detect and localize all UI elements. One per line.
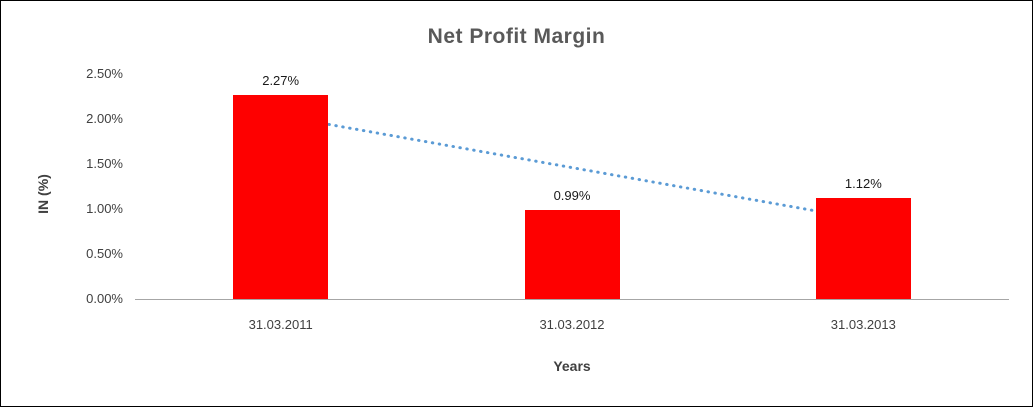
- y-tick-label: 1.50%: [86, 156, 123, 171]
- x-tick-label: 31.03.2011: [248, 317, 313, 332]
- bar-31.03.2013: [815, 198, 911, 299]
- chart-title: Net Profit Margin: [427, 25, 606, 48]
- y-tick-label: 0.00%: [86, 291, 123, 306]
- bar-31.03.2011: [233, 94, 329, 299]
- y-tick-label: 0.50%: [86, 246, 123, 261]
- y-tick-label: 1.00%: [86, 201, 123, 216]
- y-tick-label: 2.50%: [86, 66, 123, 81]
- bar-data-label: 2.27%: [262, 72, 300, 88]
- x-axis-ticks: 31.03.2011 31.03.2012 31.03.2013: [135, 317, 1009, 337]
- y-tick-label: 2.00%: [86, 111, 123, 126]
- y-axis-ticks: 0.00% 0.50% 1.00% 1.50% 2.00% 2.50%: [1, 66, 123, 306]
- bar-data-label: 1.12%: [844, 176, 882, 192]
- bar-data-label: 0.99%: [553, 187, 591, 203]
- plot-area: 2.27% 0.99% 1.12%: [135, 72, 1009, 300]
- x-tick-label: 31.03.2012: [539, 317, 605, 332]
- x-axis-title: Years: [553, 358, 591, 374]
- bar-31.03.2012: [524, 209, 620, 299]
- x-tick-label: 31.03.2013: [830, 317, 896, 332]
